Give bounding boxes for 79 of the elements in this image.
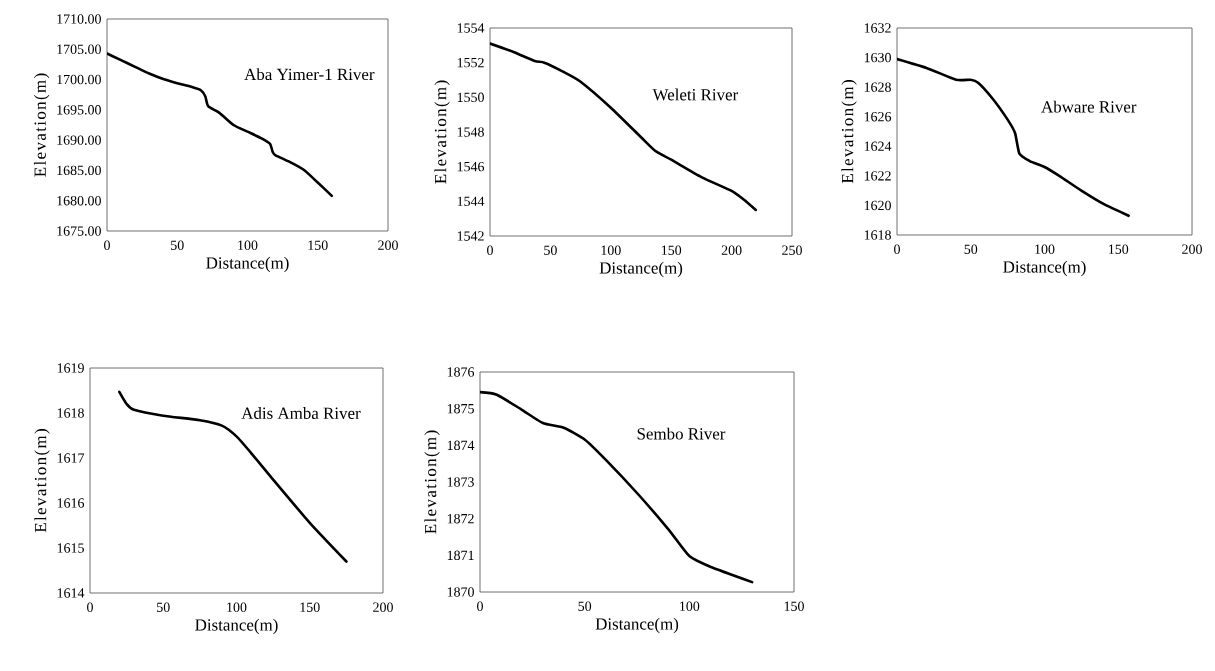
x-axis-title: Distance(m) (195, 618, 278, 635)
y-tick-label: 1690.00 (57, 135, 101, 145)
y-axis-title: Elevation(m) (434, 80, 450, 184)
y-tick-label: 1619 (57, 363, 84, 373)
y-tick-label: 1622 (864, 171, 891, 181)
y-tick-label: 1875 (447, 403, 474, 414)
y-tick-label: 1872 (447, 513, 474, 524)
y-tick-label: 1618 (57, 408, 84, 418)
x-tick-label: 0 (477, 601, 483, 611)
y-tick-label: 1680.00 (57, 195, 101, 206)
y-tick-label: 1870 (447, 587, 474, 597)
x-axis-title: Distance(m) (206, 256, 289, 273)
y-tick-label: 1544 (457, 196, 485, 206)
x-axis-title: Distance(m) (1003, 260, 1086, 277)
y-tick-label: 1700.00 (57, 74, 101, 85)
y-tick-label: 1628 (864, 82, 891, 92)
y-tick-label: 1620 (864, 200, 891, 211)
y-tick-label: 1630 (864, 52, 891, 63)
x-tick-label: 200 (1182, 244, 1202, 254)
y-tick-label: 1624 (864, 141, 892, 151)
x-tick-label: 0 (104, 240, 110, 250)
y-tick-label: 1873 (447, 477, 474, 487)
y-tick-label: 1546 (457, 161, 485, 172)
y-tick-label: 1616 (57, 498, 85, 508)
line-series (490, 42, 758, 212)
text: Aba Yimer-1 River (244, 68, 375, 81)
y-tick-label: 1615 (57, 543, 84, 553)
x-tick-label: 250 (782, 245, 802, 255)
text: Adis Amba River (241, 407, 361, 419)
y-tick-label: 1705.00 (57, 44, 101, 55)
x-tick-label: 150 (308, 240, 328, 250)
y-tick-label: 1548 (457, 127, 484, 137)
x-tick-label: 50 (157, 602, 170, 612)
y-tick-label: 1876 (447, 367, 475, 377)
x-tick-label: 50 (171, 240, 184, 250)
x-tick-label: 50 (544, 245, 557, 255)
y-tick-label: 1632 (864, 23, 891, 33)
y-tick-label: 1554 (457, 23, 485, 33)
y-tick-label: 1675.00 (57, 226, 101, 236)
x-axis-title: Distance(m) (595, 617, 679, 634)
y-axis-title: Elevation(m) (34, 429, 50, 533)
y-tick-label: 1617 (57, 453, 85, 463)
y-axis-title: Elevation(m) (841, 80, 857, 184)
y-tick-label: 1542 (457, 231, 484, 241)
x-tick-label: 200 (378, 240, 398, 250)
x-tick-label: 0 (487, 245, 493, 255)
x-tick-label: 200 (373, 602, 393, 612)
y-tick-label: 1871 (447, 550, 474, 561)
x-tick-label: 100 (680, 601, 700, 611)
y-tick-label: 1874 (447, 440, 475, 451)
text: Sembo River (637, 427, 726, 440)
y-tick-label: 1618 (864, 230, 891, 240)
text: Weleti River (652, 88, 739, 101)
y-tick-label: 1626 (864, 112, 892, 122)
x-tick-label: 50 (964, 244, 978, 254)
x-tick-label: 50 (578, 601, 592, 611)
x-tick-label: 100 (227, 602, 247, 612)
x-axis-title: Distance(m) (599, 261, 683, 278)
y-tick-label: 1552 (457, 57, 484, 68)
x-tick-label: 150 (1109, 244, 1129, 254)
x-tick-label: 0 (894, 244, 900, 254)
x-tick-label: 150 (661, 245, 682, 255)
y-tick-label: 1614 (57, 588, 85, 598)
y-axis-title: Elevation(m) (424, 430, 440, 534)
x-tick-label: 200 (721, 245, 742, 255)
x-tick-label: 100 (1035, 244, 1055, 254)
x-tick-label: 0 (87, 602, 93, 612)
y-axis-title: Elevation(m) (33, 73, 50, 177)
line-series (480, 390, 754, 584)
x-tick-label: 100 (601, 245, 621, 255)
x-tick-label: 100 (238, 240, 258, 250)
x-tick-label: 150 (784, 601, 804, 611)
y-tick-label: 1685.00 (57, 165, 101, 176)
x-tick-label: 150 (300, 602, 320, 612)
y-tick-label: 1550 (457, 92, 484, 103)
y-tick-label: 1695.00 (57, 105, 101, 115)
y-tick-label: 1710.00 (57, 14, 101, 24)
line-series (107, 52, 334, 198)
text: Abware River (1041, 100, 1137, 113)
